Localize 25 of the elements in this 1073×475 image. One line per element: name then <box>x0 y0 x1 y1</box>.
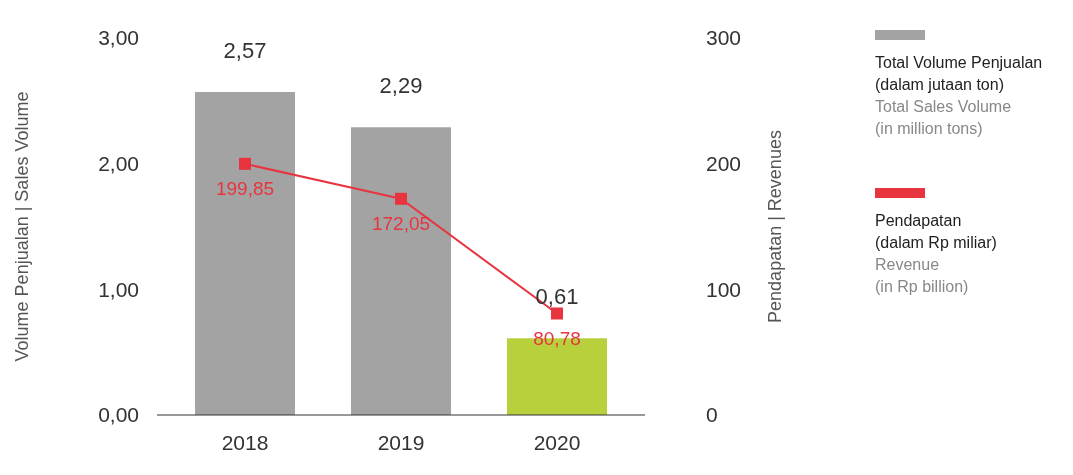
y2-tick-label: 0 <box>706 403 718 427</box>
bar <box>195 92 295 415</box>
y2-tick-label: 100 <box>706 277 742 301</box>
y-axis-title: Volume Penjualan | Sales Volume <box>12 91 33 362</box>
legend-label: Pendapatan (dalam Rp miliar) Revenue (in Rp billion) <box>875 211 998 297</box>
x-tick-label: 2019 <box>377 430 425 454</box>
bar <box>351 127 451 415</box>
y-tick-label: 3,00 <box>98 26 139 50</box>
point <box>395 192 407 205</box>
x-tick-label: 2018 <box>221 430 269 454</box>
data-label: 2,57 <box>223 38 267 64</box>
legend-label: Total Volume Penjualan (dalam jutaan ton) Total Sales Volume (in million tons) <box>875 53 1044 139</box>
y2-tick-label: 300 <box>706 26 742 50</box>
y-tick-label: 2,00 <box>98 152 139 176</box>
y2-tick-label: 200 <box>706 152 742 176</box>
data-label: 172,05 <box>371 213 431 235</box>
data-label: 2,29 <box>379 73 423 99</box>
y-tick-label: 1,00 <box>98 277 139 301</box>
data-label: 0,61 <box>535 284 579 310</box>
point <box>239 157 251 170</box>
data-label: 199,85 <box>215 178 275 200</box>
y-tick-label: 0,00 <box>98 403 139 427</box>
y2-axis-title: Pendapatan | Revenues <box>765 130 786 323</box>
x-tick-label: 2020 <box>533 430 581 454</box>
point <box>551 307 563 320</box>
